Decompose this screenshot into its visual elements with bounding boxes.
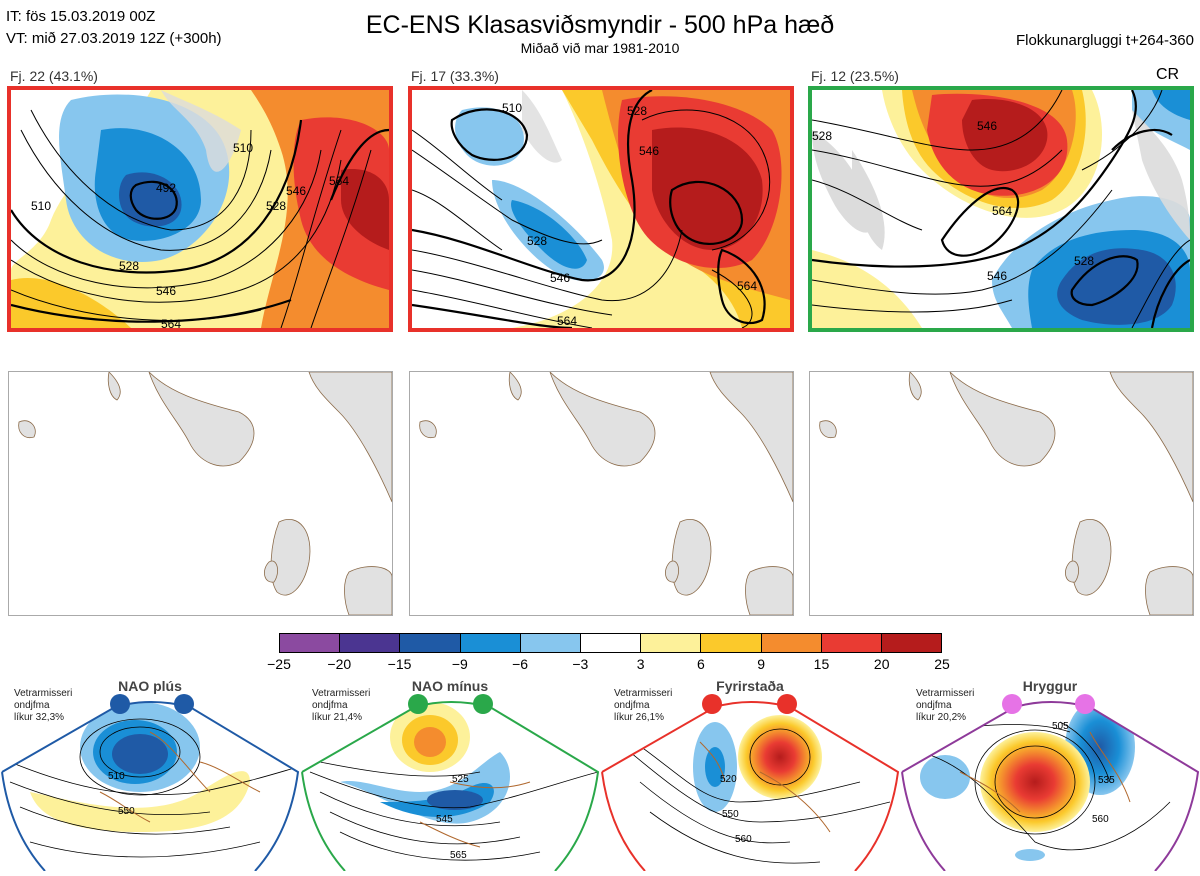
colorbar-tick-label: 15 (813, 656, 830, 672)
colorbar-tick-label: 9 (757, 656, 766, 672)
contour-label: 546 (286, 184, 306, 198)
colorbar-tick-label: −6 (512, 656, 529, 672)
contour-label: 550 (118, 806, 135, 817)
regime-2-note: Vetrarmisseri ondjfma líkur 21,4% (312, 688, 371, 723)
regime-3-dot-right (777, 694, 797, 714)
classification-window: Flokkunargluggi t+264-360 (1015, 32, 1194, 49)
cluster-3-map: 546 564 528 546 528 (808, 86, 1194, 332)
regime-4-note: Vetrarmisseri ondjfma líkur 20,2% (916, 688, 975, 723)
contour-label: 528 (266, 199, 286, 213)
contour-label: 564 (329, 174, 349, 188)
contour-label: 528 (527, 234, 547, 248)
contour-label: 560 (735, 834, 752, 845)
cluster-2-map: 510 528 546 564 546 528 564 (408, 86, 794, 332)
contour-label: 564 (992, 204, 1012, 218)
regime-4-title: Hryggur (1022, 678, 1078, 694)
contour-label: 546 (639, 144, 659, 158)
colorbar-tick-label: 6 (697, 656, 705, 672)
contour-label: 510 (108, 771, 125, 782)
contour-label: 520 (720, 774, 737, 785)
cluster-3-label: Fj. 12 (23.5%) (811, 68, 899, 84)
contour-label: 564 (557, 314, 577, 328)
valid-time: VT: mið 27.03.2019 12Z (+300h) (6, 30, 222, 47)
contour-label: 565 (450, 850, 467, 861)
colorbar-tick-label: 20 (873, 656, 890, 672)
colorbar-swatch (459, 634, 520, 652)
contour-label: 546 (156, 284, 176, 298)
colorbar (279, 633, 942, 653)
regime-2-title: NAO mínus (411, 678, 489, 694)
page-title: EC-ENS Klasasviðsmyndir - 500 hPa hæð (365, 11, 835, 39)
contour-label: 510 (233, 141, 253, 155)
colorbar-swatch (820, 634, 881, 652)
cluster-2-label: Fj. 17 (33.3%) (411, 68, 499, 84)
contour-label: 525 (452, 774, 469, 785)
colorbar-swatch (339, 634, 400, 652)
member-map-3 (809, 371, 1194, 616)
regime-3-note: Vetrarmisseri ondjfma líkur 26,1% (614, 688, 673, 723)
colorbar-tick-label: −3 (572, 656, 589, 672)
colorbar-tick-label: −25 (267, 656, 291, 672)
regime-4-dot-right (1075, 694, 1095, 714)
contour-label: 564 (161, 317, 181, 328)
regime-1-dot-left (110, 694, 130, 714)
cluster-1-label: Fj. 22 (43.1%) (10, 68, 98, 84)
contour-label: 528 (627, 104, 647, 118)
contour-label: 492 (156, 181, 176, 195)
contour-label: 546 (977, 119, 997, 133)
cluster-3-regime-code: CR (1156, 66, 1180, 83)
contour-label: 546 (550, 271, 570, 285)
contour-label: 560 (1092, 814, 1109, 825)
contour-label: 505 (1052, 721, 1069, 732)
contour-label: 528 (1074, 254, 1094, 268)
colorbar-tick-label: 3 (636, 656, 645, 672)
colorbar-swatch (519, 634, 580, 652)
colorbar-swatch (280, 634, 340, 652)
initial-time: IT: fös 15.03.2019 00Z (6, 8, 156, 25)
colorbar-tick-label: −20 (327, 656, 352, 672)
colorbar-swatch (700, 634, 761, 652)
contour-label: 546 (987, 269, 1007, 283)
regime-1-note: Vetrarmisseri ondjfma líkur 32,3% (14, 688, 73, 723)
colorbar-swatch (399, 634, 460, 652)
colorbar-swatch (579, 634, 641, 652)
regime-1-dot-right (174, 694, 194, 714)
colorbar-swatch (640, 634, 701, 652)
regime-4-dot-left (1002, 694, 1022, 714)
cluster-1-map: 510 528 546 564 492 546 528 510 564 (7, 86, 393, 332)
colorbar-swatch (760, 634, 821, 652)
member-map-1 (8, 371, 393, 616)
member-map-2 (409, 371, 794, 616)
regime-3-title: Fyrirstaða (716, 678, 784, 694)
contour-label: 564 (737, 279, 757, 293)
contour-label: 550 (722, 809, 739, 820)
colorbar-tick-label: 25 (934, 656, 950, 672)
regime-1-title: NAO plús (118, 678, 182, 694)
page-subtitle: Miðað við mar 1981-2010 (520, 40, 680, 56)
contour-label: 528 (119, 259, 139, 273)
colorbar-tick-label: −15 (387, 656, 412, 672)
contour-label: 545 (436, 814, 453, 825)
contour-label: 528 (812, 129, 832, 143)
colorbar-tick-label: −9 (451, 656, 468, 672)
contour-label: 510 (502, 101, 522, 115)
contour-label: 535 (1098, 775, 1115, 786)
colorbar-swatch (880, 634, 942, 652)
regime-2-dot-right (473, 694, 493, 714)
regimes-row: 510 550 525 545 565 520 550 560 505 535 … (0, 672, 1200, 872)
contour-label: 510 (31, 199, 51, 213)
regime-2-dot-left (408, 694, 428, 714)
regime-3-dot-left (702, 694, 722, 714)
